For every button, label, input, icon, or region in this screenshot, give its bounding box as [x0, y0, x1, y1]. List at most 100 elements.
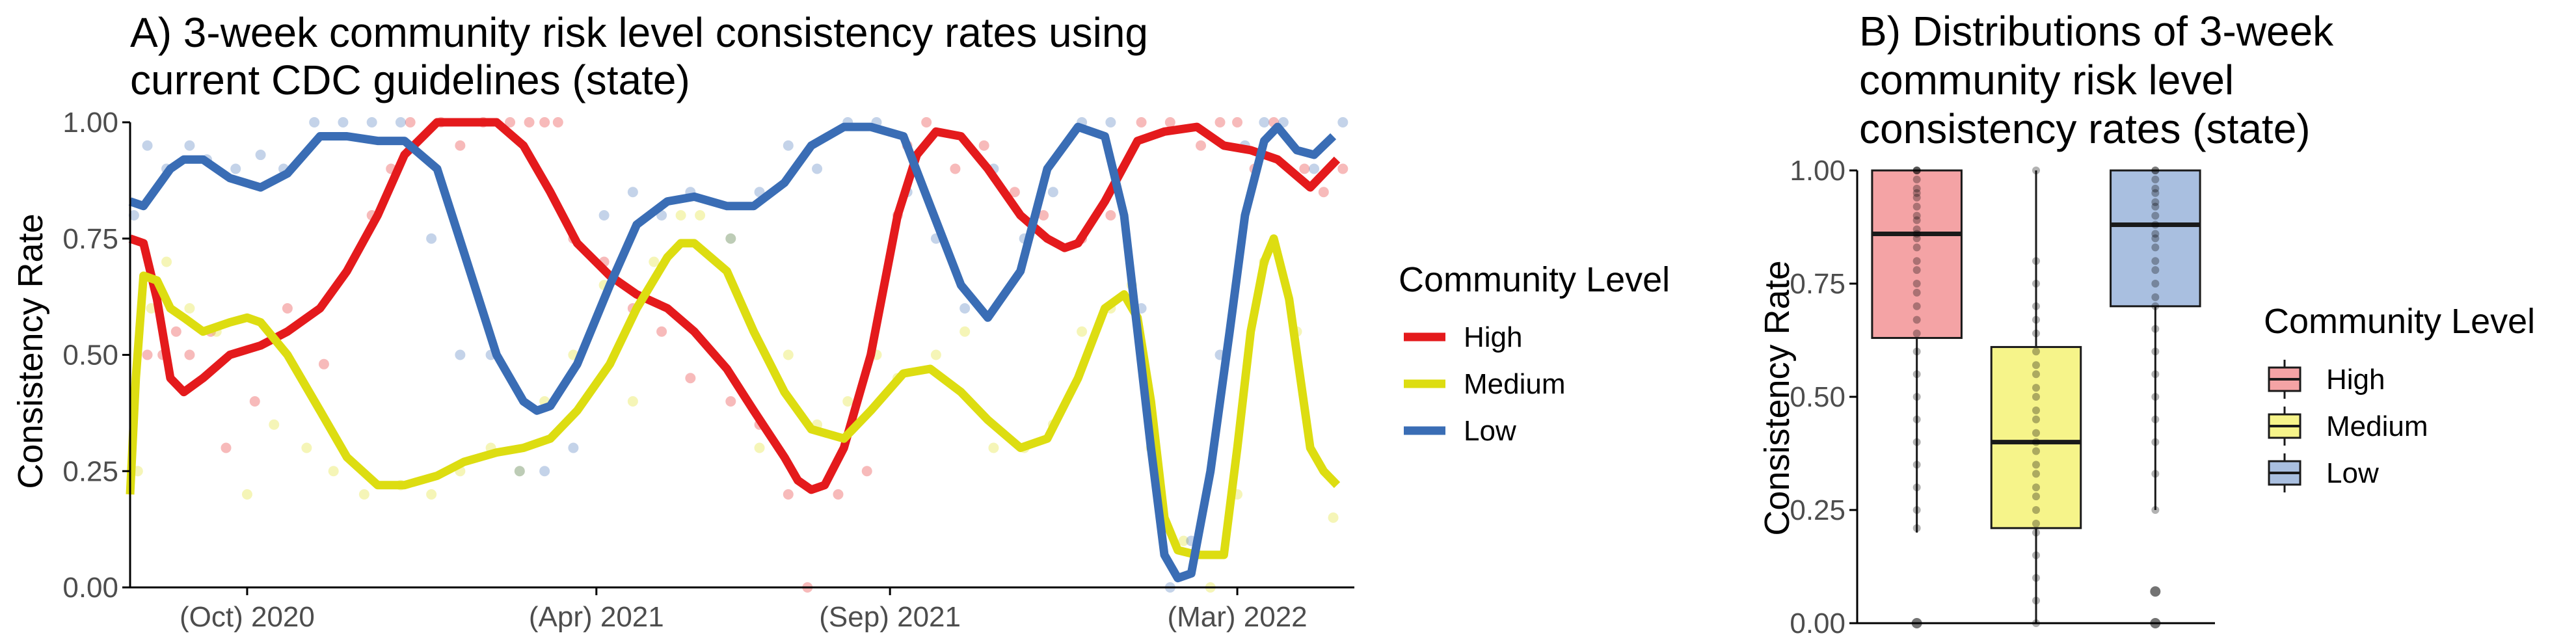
jitter-point-medium: [2032, 429, 2040, 437]
point-medium: [842, 396, 853, 407]
legend-a-label-low: Low: [1464, 415, 1516, 447]
jitter-point-medium: [2032, 506, 2040, 514]
panel-a-x-tick-label: (Sep) 2021: [819, 601, 961, 633]
jitter-point-low: [2151, 393, 2160, 401]
point-high: [282, 303, 293, 314]
jitter-point-high: [1912, 393, 1921, 401]
jitter-point-medium: [2032, 438, 2040, 446]
point-low: [1337, 117, 1348, 127]
legend-a-label-medium: Medium: [1464, 368, 1566, 400]
jitter-point-low: [2151, 506, 2160, 514]
jitter-point-low: [2151, 221, 2160, 229]
point-low: [426, 233, 437, 244]
panel-b-legend: Community Level High Medium Low: [2264, 302, 2535, 492]
point-high: [833, 489, 844, 500]
jitter-point-high: [1912, 524, 1921, 532]
point-medium: [1077, 326, 1088, 337]
point-low: [395, 117, 406, 127]
point-low: [627, 187, 638, 198]
point-high: [1038, 210, 1049, 221]
jitter-point-high: [1912, 370, 1921, 379]
panel-b-title-line-3: consistency rates (state): [1859, 105, 2311, 152]
point-low: [1309, 163, 1320, 174]
panel-a-title-line-2: current CDC guidelines (state): [130, 57, 690, 103]
point-high: [552, 117, 563, 127]
jitter-point-high: [1912, 329, 1921, 338]
jitter-point-low: [2151, 198, 2160, 206]
jitter-point-high: [1912, 257, 1921, 265]
jitter-point-medium: [2032, 447, 2040, 455]
point-high: [656, 326, 667, 337]
point-high: [505, 117, 516, 127]
point-low: [812, 163, 823, 174]
jitter-point-low: [2151, 415, 2160, 423]
point-high: [1337, 163, 1348, 174]
point-medium: [241, 489, 252, 500]
point-low: [255, 150, 266, 161]
point-medium: [1178, 535, 1189, 546]
panel-b-y-tick-label: 0.00: [1790, 608, 1845, 639]
jitter-point-low: [2151, 167, 2160, 174]
jitter-point-medium: [2032, 492, 2040, 501]
panel-a-y-tick-label: 0.50: [62, 340, 118, 371]
panel-b-title-line-2: community risk level: [1859, 57, 2234, 103]
panel-b-y-tick-label: 1.00: [1790, 155, 1845, 187]
jitter-point-high: [1912, 243, 1921, 252]
jitter-point-medium: [2032, 597, 2040, 605]
jitter-point-medium: [2032, 370, 2040, 379]
legend-a-label-high: High: [1464, 321, 1523, 353]
point-low: [184, 140, 195, 151]
point-low: [455, 349, 466, 360]
jitter-point-high: [1912, 266, 1921, 275]
point-medium: [1328, 512, 1339, 523]
jitter-point-medium: [2032, 461, 2040, 469]
panel-a-legend-title: Community Level: [1399, 260, 1670, 299]
jitter-point-medium: [2032, 315, 2040, 324]
jitter-point-low: [2151, 438, 2160, 446]
point-high: [405, 117, 416, 127]
point-medium: [754, 442, 765, 453]
panel-b-axes: 0.00 0.25 0.50 0.75 1.00: [1790, 155, 2215, 639]
point-medium: [301, 442, 312, 453]
jitter-point-high: [1912, 438, 1921, 446]
jitter-point-high: [1912, 184, 1921, 193]
jitter-point-high: [1912, 175, 1921, 183]
point-medium: [146, 303, 157, 314]
point-high: [524, 117, 535, 127]
point-high: [249, 396, 260, 407]
jitter-point-medium: [2032, 406, 2040, 414]
point-high: [685, 373, 696, 384]
legend-b-label-medium: Medium: [2326, 410, 2428, 442]
point-high: [318, 358, 329, 369]
jitter-point-high: [1912, 230, 1921, 238]
jitter-point-medium: [2032, 393, 2040, 401]
point-medium: [649, 256, 660, 267]
point-medium: [358, 489, 369, 500]
jitter-point-low: [2151, 167, 2160, 174]
jitter-point-high: [1912, 506, 1921, 514]
jitter-point-high: [1912, 167, 1921, 174]
point-high: [1318, 187, 1329, 198]
point-medium: [959, 326, 971, 337]
panel-a-legend: Community Level High Medium Low: [1399, 260, 1670, 447]
point-high: [1105, 210, 1116, 221]
jitter-point-low: [2151, 302, 2160, 310]
panel-b-boxes: [1871, 167, 2201, 628]
point-high: [978, 140, 989, 151]
panel-b-y-tick-label: 0.25: [1790, 494, 1845, 526]
point-high: [950, 163, 961, 174]
jitter-point-low: [2151, 230, 2160, 238]
panel-a-x-tick-label: (Apr) 2021: [529, 601, 664, 633]
panel-a-lines: [126, 118, 1341, 583]
jitter-point-low: [2151, 293, 2160, 301]
point-high: [921, 117, 932, 127]
jitter-point-medium: [2032, 574, 2040, 582]
jitter-point-high: [1912, 193, 1921, 202]
panel-a-line-chart: A) 3-week community risk level consisten…: [11, 9, 1670, 633]
jitter-point-low: [2151, 257, 2160, 265]
legend-b-label-high: High: [2326, 364, 2385, 396]
point-low: [568, 442, 579, 453]
panel-a-title-line-1: A) 3-week community risk level consisten…: [130, 9, 1148, 56]
point-medium: [695, 210, 706, 221]
jitter-point-low: [2151, 202, 2160, 211]
